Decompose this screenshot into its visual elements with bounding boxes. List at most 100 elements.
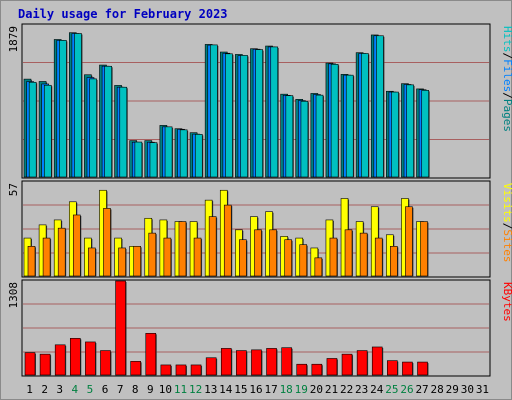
sites-bar [27,246,36,277]
hits-bar [28,81,38,178]
kbytes-bar [281,347,293,376]
hits-bar [179,129,189,178]
day-label: 31 [476,383,489,396]
sites-bar [88,247,97,277]
day-label: 18 [280,383,293,396]
day-label: 24 [370,383,384,396]
sites-bar [329,237,338,277]
hits-bar [43,84,53,178]
day-label: 19 [295,383,308,396]
kbytes-bar [341,353,354,376]
legend-hits: Hits/Files/Pages [501,26,512,132]
kbytes-bar [39,353,52,376]
kbytes-bar [160,364,172,376]
day-label: 11 [174,383,187,396]
kbytes-bar [387,360,399,376]
day-label: 7 [117,383,124,396]
day-label: 2 [41,383,48,396]
day-label: 22 [340,383,353,396]
kbytes-bar [115,280,127,376]
kbytes-bar [402,361,414,376]
day-label: 21 [325,383,338,396]
hits-bar [134,141,143,178]
kbytes-bar [85,341,97,376]
hits-bar [421,90,430,178]
sites-bar [57,227,67,277]
kbytes-bar [371,346,384,376]
hits-bar [104,65,113,178]
day-label: 15 [234,383,247,396]
sites-bar [390,246,399,277]
day-label: 6 [102,383,109,396]
day-label: 29 [446,383,459,396]
sites-bar [42,237,52,277]
day-label: 1 [26,383,33,396]
sites-bar [103,208,112,277]
day-label: 26 [400,383,413,396]
hits-bar [164,126,174,178]
hits-bar [330,64,340,178]
sites-bar [344,229,354,277]
ymax-label-kbytes: 1308 [7,282,20,309]
sites-bar [254,229,263,277]
legend-kbytes: KBytes [501,282,512,322]
sites-bar [299,244,308,277]
kbytes-bar [311,363,323,376]
legend-hits-hits: Hits [501,26,512,53]
kbytes-bar [175,364,187,376]
sites-bar [374,237,384,277]
day-label: 20 [310,383,323,396]
hits-bar [194,134,204,178]
hits-bar [89,78,98,178]
day-label: 8 [132,383,139,396]
kbytes-bar [296,363,308,376]
kbytes-bar [251,349,263,376]
kbytes-bar [266,348,278,376]
sites-bar [405,206,414,277]
kbytes-bar [100,350,112,376]
kbytes-bar [356,350,369,376]
hits-bar [300,100,309,178]
hits-bar [225,53,234,179]
sites-bar [420,221,429,277]
day-label: 17 [264,383,277,396]
day-label: 5 [87,383,94,396]
sites-bar [239,239,248,277]
sites-bar [208,216,218,277]
day-label: 9 [147,383,154,396]
hits-bar [361,53,370,179]
day-label: 10 [159,383,172,396]
kbytes-bar [69,338,82,376]
legend-separator: / [501,223,512,230]
legend-visits-visits: Visits [501,183,512,223]
hits-bar [59,40,68,179]
sites-bar [193,237,203,277]
sites-bar [178,221,187,277]
day-label: 28 [431,383,444,396]
kbytes-bar [326,358,338,376]
sites-bar [314,257,323,277]
sites-bar [284,239,293,277]
sites-bar [359,232,369,277]
ymax-label-visits: 57 [7,183,20,196]
chart-title: Daily usage for February 2023 [18,7,228,21]
kbytes-bar [236,350,248,376]
hits-bar [391,91,400,178]
hits-bar [315,94,325,178]
hits-bar [255,49,264,178]
hits-bar [345,74,355,178]
sites-bar [133,246,142,277]
day-label: 12 [189,383,202,396]
legend-separator: / [501,92,512,99]
day-label: 27 [415,383,428,396]
hits-bar [210,44,219,178]
kbytes-bar [145,333,157,376]
hits-bar [285,95,294,178]
legend-separator: / [501,53,512,60]
legend-kbytes-kbytes: KBytes [501,282,512,322]
legend-visits: Visits/Sites [501,183,512,263]
day-label: 30 [461,383,474,396]
kbytes-bar [190,364,203,376]
hits-bar [406,84,415,178]
sites-bar [163,237,172,277]
